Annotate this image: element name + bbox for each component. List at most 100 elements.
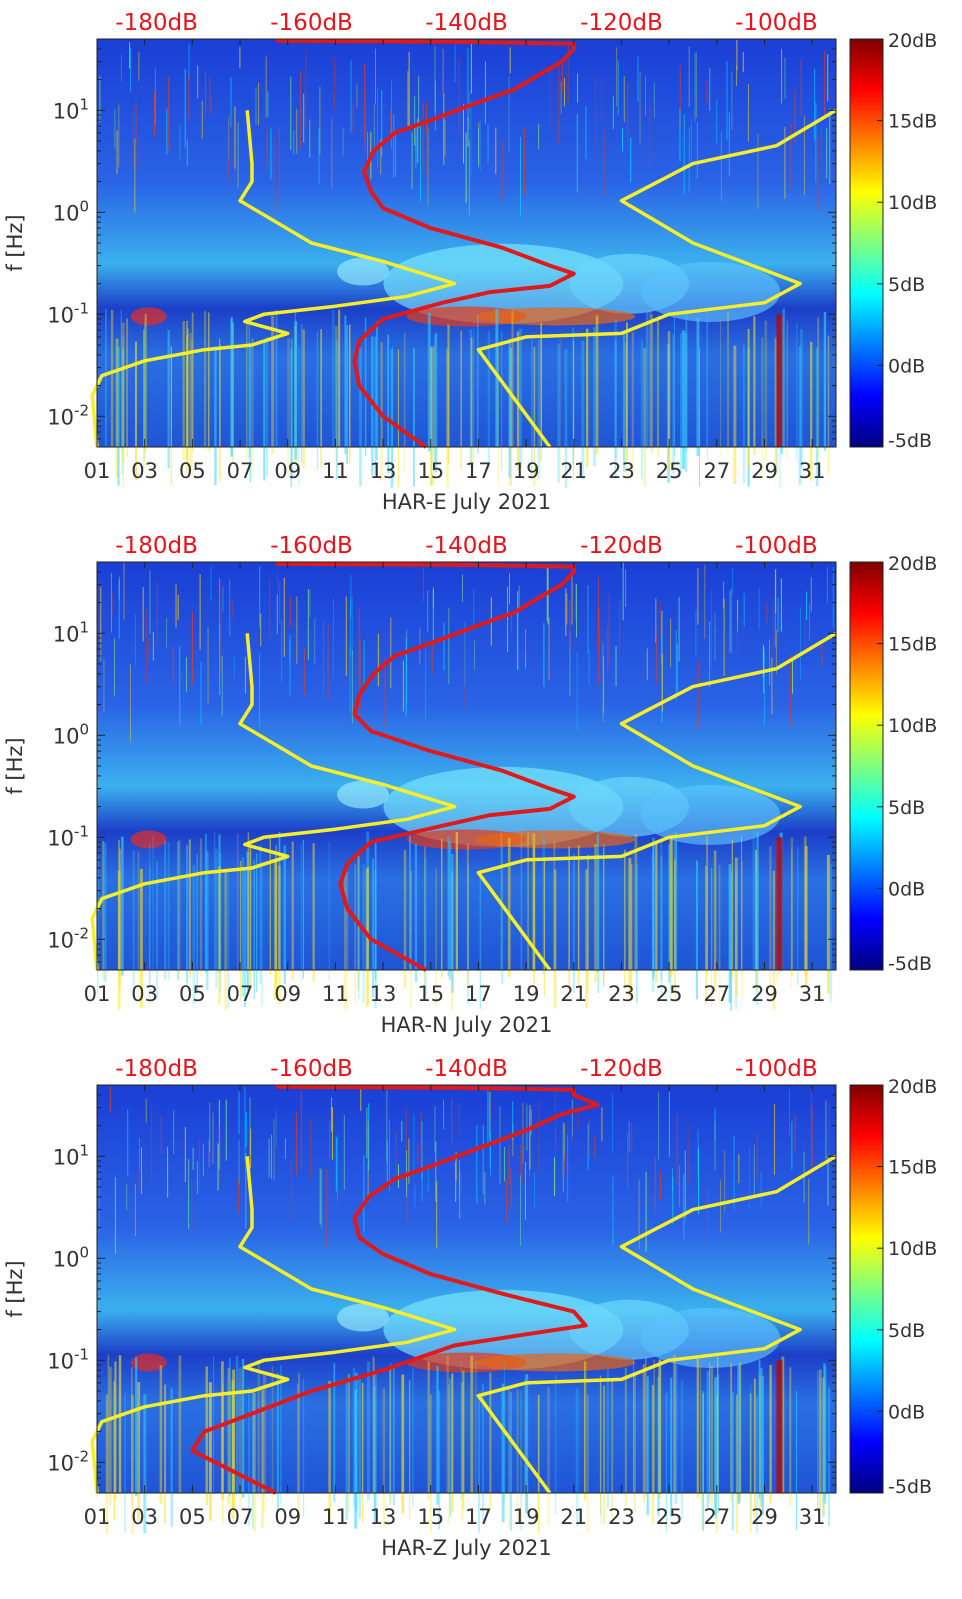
colorbar-label: 15dB	[888, 634, 937, 656]
y-tick-label: 10-2	[47, 1447, 89, 1475]
colorbar-label: 0dB	[888, 878, 925, 900]
x-tick-label: 05	[179, 982, 206, 1006]
colorbar	[849, 1084, 884, 1494]
x-tick-label: 05	[179, 1505, 206, 1529]
x-tick-label: 27	[703, 982, 730, 1006]
top-db-label: -140dB	[425, 10, 508, 36]
x-tick-label: 15	[417, 459, 444, 483]
top-db-label: -180dB	[115, 533, 198, 559]
colorbar-label: 5dB	[888, 797, 925, 819]
spectrogram-panel-2: 10-2 10-1 100 101 01 03 05 07 09 11 13 15 17 19 21 23 25…	[3, 533, 937, 1037]
spectrogram-texture	[97, 562, 836, 1011]
x-tick-label: 19	[513, 982, 540, 1006]
series-yellow-high-noise-model	[476, 1154, 837, 1495]
x-tick-label: 25	[656, 459, 683, 483]
y-tick-label: 101	[53, 618, 89, 646]
x-tick-label: 27	[703, 1505, 730, 1529]
series-yellow-low-noise-model	[90, 633, 457, 971]
x-tick-label: 27	[703, 459, 730, 483]
top-db-label: -100dB	[735, 10, 818, 36]
x-tick-label: 15	[417, 982, 444, 1006]
y-axis-label: f [Hz]	[3, 1260, 27, 1317]
top-db-label: -100dB	[735, 1056, 818, 1082]
colorbar-label: -5dB	[888, 1476, 932, 1498]
colorbar-label: 20dB	[888, 1076, 937, 1098]
top-db-label: -180dB	[115, 10, 198, 36]
colorbar	[849, 38, 884, 448]
x-tick-label: 21	[560, 459, 587, 483]
x-tick-label: 23	[608, 1505, 635, 1529]
top-db-label: -120dB	[580, 10, 663, 36]
top-db-label: -120dB	[580, 533, 663, 559]
colorbar	[849, 561, 884, 971]
x-tick-label: 31	[799, 1505, 826, 1529]
x-tick-label: 19	[513, 459, 540, 483]
colorbar-label: -5dB	[888, 953, 932, 975]
colorbar-label: 10dB	[888, 192, 937, 214]
colorbar-label: 5dB	[888, 1320, 925, 1342]
x-tick-label: 09	[274, 982, 301, 1006]
x-axis-label: HAR-E July 2021	[382, 490, 551, 514]
x-tick-label: 03	[131, 982, 158, 1006]
x-tick-label: 21	[560, 982, 587, 1006]
x-tick-label: 09	[274, 459, 301, 483]
x-tick-label: 13	[370, 459, 397, 483]
x-tick-label: 01	[84, 982, 111, 1006]
x-tick-label: 01	[84, 1505, 111, 1529]
y-axis-label: f [Hz]	[3, 737, 27, 794]
top-db-label: -140dB	[425, 533, 508, 559]
spectrogram-panel-1: 10-2 10-1 100 101 01 03 05 07 09 11 13 15 17 19 21 23 25…	[3, 10, 937, 514]
series-yellow-low-noise-model	[90, 1156, 457, 1494]
x-tick-label: 17	[465, 1505, 492, 1529]
y-tick-label: 10-1	[47, 1345, 89, 1373]
x-tick-label: 29	[751, 982, 778, 1006]
colorbar-label: 20dB	[888, 553, 937, 575]
x-tick-label: 11	[322, 982, 349, 1006]
x-tick-label: 13	[370, 982, 397, 1006]
x-tick-label: 17	[465, 982, 492, 1006]
top-db-label: -100dB	[735, 533, 818, 559]
x-tick-label: 11	[322, 459, 349, 483]
x-tick-label: 23	[608, 459, 635, 483]
x-tick-label: 31	[799, 459, 826, 483]
x-tick-label: 23	[608, 982, 635, 1006]
top-db-label: -180dB	[115, 1056, 198, 1082]
x-tick-label: 25	[656, 1505, 683, 1529]
y-tick-label: 100	[53, 720, 89, 748]
x-tick-label: 11	[322, 1505, 349, 1529]
spectrogram-panel-3: 10-2 10-1 100 101 01 03 05 07 09 11 13 15 17 19 21 23 25…	[3, 1056, 937, 1560]
x-tick-label: 07	[227, 459, 254, 483]
colorbar-label: 10dB	[888, 715, 937, 737]
y-tick-label: 10-1	[47, 822, 89, 850]
x-tick-label: 19	[513, 1505, 540, 1529]
x-tick-label: 07	[227, 982, 254, 1006]
x-tick-label: 17	[465, 459, 492, 483]
x-tick-label: 25	[656, 982, 683, 1006]
y-axis-label: f [Hz]	[3, 214, 27, 271]
colorbar-label: 5dB	[888, 274, 925, 296]
y-tick-label: 10-2	[47, 401, 89, 429]
x-tick-label: 03	[131, 1505, 158, 1529]
series-red-spectrum-curve	[190, 1084, 600, 1495]
spectrogram-background	[97, 39, 836, 447]
x-tick-label: 05	[179, 459, 206, 483]
colorbar-label: -5dB	[888, 430, 932, 452]
y-tick-label: 100	[53, 1243, 89, 1271]
x-tick-label: 13	[370, 1505, 397, 1529]
x-tick-label: 01	[84, 459, 111, 483]
y-tick-label: 10-1	[47, 299, 89, 327]
x-tick-label: 29	[751, 1505, 778, 1529]
colorbar-label: 15dB	[888, 1157, 937, 1179]
series-red-spectrum-curve	[275, 561, 576, 972]
colorbar-label: 0dB	[888, 1401, 925, 1423]
x-tick-label: 21	[560, 1505, 587, 1529]
colorbar-label: 0dB	[888, 355, 925, 377]
x-tick-label: 09	[274, 1505, 301, 1529]
series-yellow-high-noise-model	[476, 631, 837, 972]
series-red-spectrum-curve	[275, 38, 576, 449]
x-axis-label: HAR-N July 2021	[381, 1013, 553, 1037]
top-db-label: -120dB	[580, 1056, 663, 1082]
colorbar-label: 10dB	[888, 1238, 937, 1260]
top-db-label: -160dB	[270, 533, 353, 559]
